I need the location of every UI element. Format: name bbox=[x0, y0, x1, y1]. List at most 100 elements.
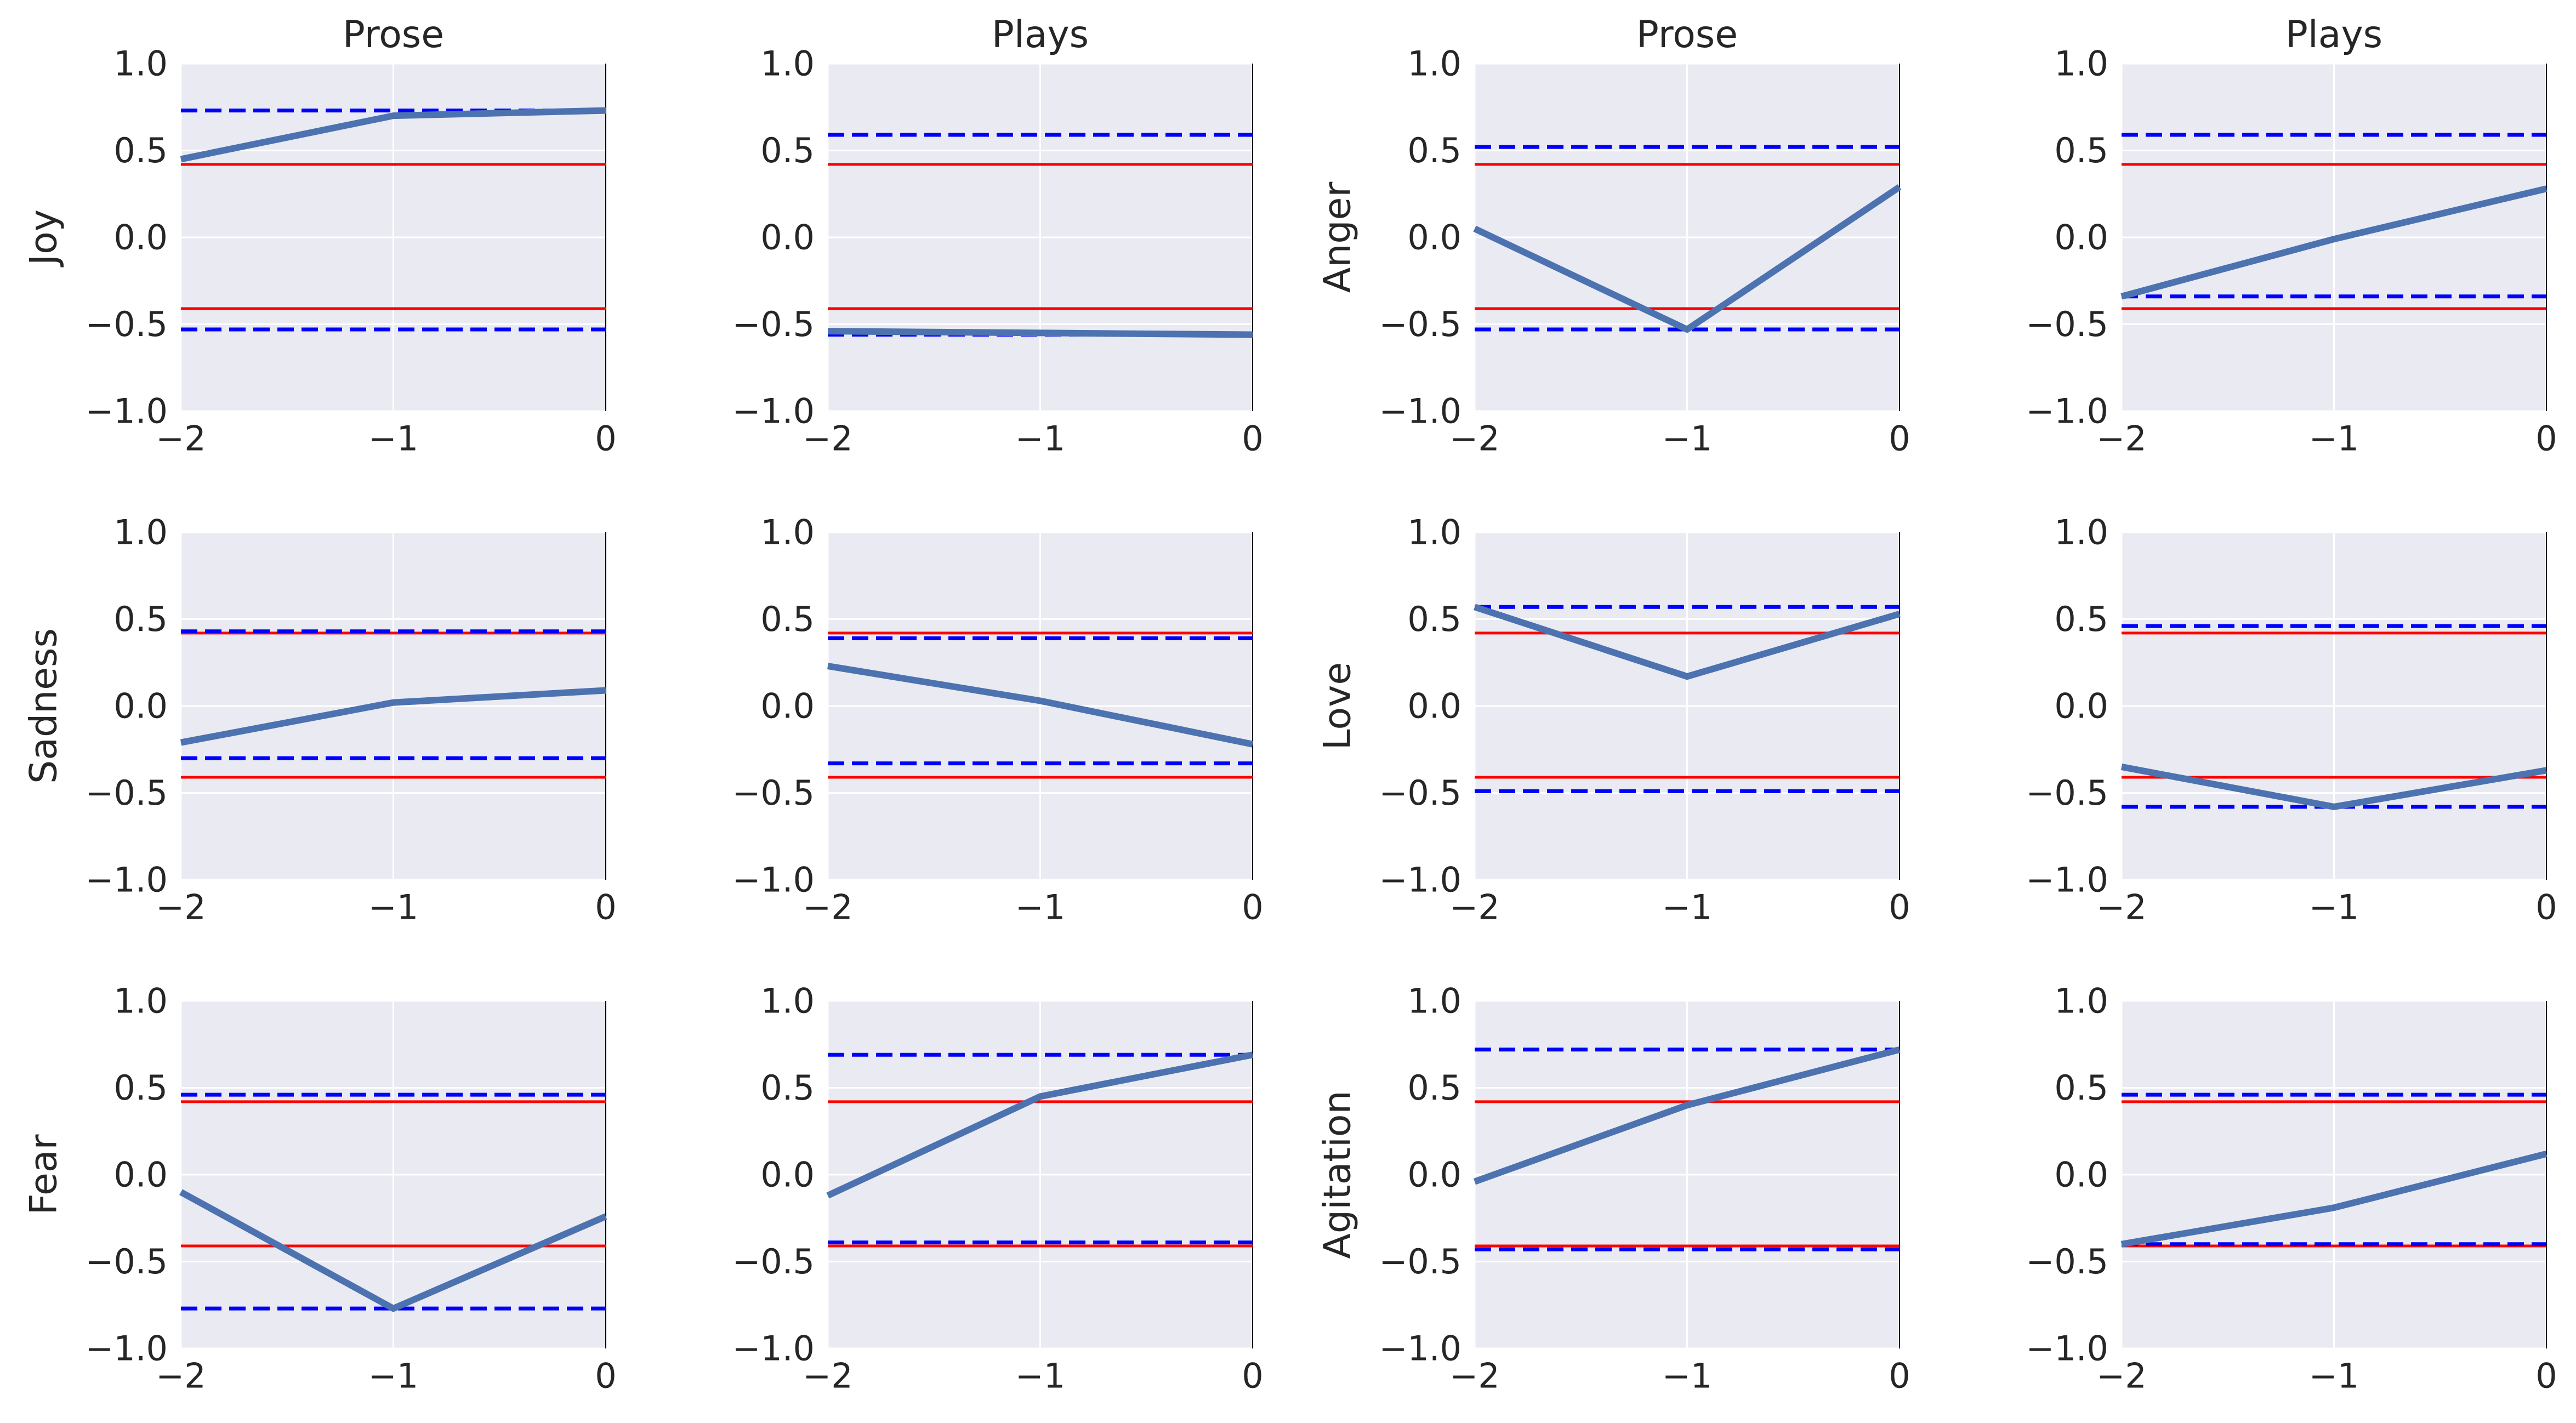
y-tick-label: −0.5 bbox=[732, 773, 815, 813]
panel-title: Prose bbox=[343, 13, 444, 56]
y-tick-label: −0.5 bbox=[732, 304, 815, 344]
y-tick-label: −1.0 bbox=[1379, 1329, 1462, 1369]
y-tick-label: −1.0 bbox=[85, 391, 168, 431]
x-tick-label: −2 bbox=[2096, 887, 2146, 927]
y-tick-label: −0.5 bbox=[2026, 304, 2108, 344]
x-tick-label: −1 bbox=[2309, 418, 2359, 458]
panel-11: −1.0 −0.5 0.0 0.5 1.0 −2 −1 0 Agitation bbox=[1316, 981, 1910, 1396]
panel-1: −1.0 −0.5 0.0 0.5 1.0 −2 −1 0 Prose Joy bbox=[22, 13, 617, 458]
y-tick-label: 1.0 bbox=[1407, 513, 1462, 553]
y-tick-label: −1.0 bbox=[732, 391, 815, 431]
x-tick-label: 0 bbox=[1242, 418, 1263, 458]
y-tick-label: −0.5 bbox=[85, 773, 168, 813]
x-tick-label: −1 bbox=[2309, 1356, 2359, 1396]
x-tick-label: −2 bbox=[2096, 1356, 2146, 1396]
panel-6: −1.0 −0.5 0.0 0.5 1.0 −2 −1 0 bbox=[732, 513, 1263, 927]
y-axis-label: Joy bbox=[22, 209, 66, 267]
y-tick-label: 0.0 bbox=[2054, 218, 2108, 258]
panel-2: −1.0 −0.5 0.0 0.5 1.0 −2 −1 0 Plays bbox=[732, 13, 1263, 458]
panel-title: Plays bbox=[992, 13, 1089, 56]
y-tick-label: 0.0 bbox=[1407, 686, 1462, 726]
y-tick-label: 0.0 bbox=[1407, 1155, 1462, 1195]
x-tick-label: 0 bbox=[595, 1356, 616, 1396]
x-tick-label: 0 bbox=[2535, 418, 2557, 458]
panel-7: −1.0 −0.5 0.0 0.5 1.0 −2 −1 0 Love bbox=[1316, 513, 1910, 927]
x-tick-label: −2 bbox=[803, 418, 852, 458]
x-tick-label: 0 bbox=[1889, 418, 1910, 458]
y-axis-label: Agitation bbox=[1316, 1090, 1360, 1259]
x-tick-label: −2 bbox=[156, 418, 206, 458]
y-tick-label: 0.0 bbox=[760, 218, 815, 258]
x-tick-label: 0 bbox=[595, 418, 616, 458]
y-tick-label: 1.0 bbox=[2054, 44, 2108, 84]
y-tick-label: −0.5 bbox=[2026, 1242, 2108, 1282]
y-tick-label: 0.0 bbox=[113, 686, 168, 726]
x-tick-label: −2 bbox=[2096, 418, 2146, 458]
y-tick-label: 0.5 bbox=[1407, 1068, 1462, 1108]
x-tick-label: −2 bbox=[156, 1356, 206, 1396]
y-tick-label: 0.0 bbox=[2054, 1155, 2108, 1195]
y-tick-label: 0.5 bbox=[760, 130, 815, 170]
y-tick-label: 0.5 bbox=[113, 599, 168, 639]
y-tick-label: 0.5 bbox=[113, 130, 168, 170]
y-tick-label: −1.0 bbox=[1379, 391, 1462, 431]
y-tick-label: −1.0 bbox=[85, 1329, 168, 1369]
x-tick-label: −1 bbox=[1015, 418, 1065, 458]
y-axis-label: Sadness bbox=[22, 628, 66, 784]
x-tick-label: 0 bbox=[2535, 1356, 2557, 1396]
y-tick-label: 0.5 bbox=[1407, 130, 1462, 170]
y-tick-label: −0.5 bbox=[1379, 304, 1462, 344]
y-tick-label: −0.5 bbox=[2026, 773, 2108, 813]
y-tick-label: 1.0 bbox=[2054, 513, 2108, 553]
x-tick-label: 0 bbox=[1889, 1356, 1910, 1396]
y-tick-label: 1.0 bbox=[760, 513, 815, 553]
y-tick-label: −1.0 bbox=[732, 1329, 815, 1369]
y-tick-label: 0.0 bbox=[113, 1155, 168, 1195]
y-tick-label: 1.0 bbox=[113, 981, 168, 1021]
y-tick-label: −1.0 bbox=[1379, 860, 1462, 900]
panel-5: −1.0 −0.5 0.0 0.5 1.0 −2 −1 0 Sadness bbox=[22, 513, 617, 927]
y-tick-label: 0.0 bbox=[2054, 686, 2108, 726]
x-tick-label: −1 bbox=[368, 1356, 418, 1396]
y-tick-label: 1.0 bbox=[1407, 44, 1462, 84]
y-tick-label: −1.0 bbox=[85, 860, 168, 900]
panel-3: −1.0 −0.5 0.0 0.5 1.0 −2 −1 0 Prose Anger bbox=[1316, 13, 1910, 458]
panel-8: −1.0 −0.5 0.0 0.5 1.0 −2 −1 0 bbox=[2026, 513, 2557, 927]
y-tick-label: −1.0 bbox=[2026, 1329, 2108, 1369]
y-tick-label: −1.0 bbox=[2026, 860, 2108, 900]
x-tick-label: −2 bbox=[803, 887, 852, 927]
panel-title: Plays bbox=[2285, 13, 2382, 56]
y-tick-label: 0.5 bbox=[113, 1068, 168, 1108]
x-tick-label: 0 bbox=[1889, 887, 1910, 927]
y-tick-label: 1.0 bbox=[760, 981, 815, 1021]
panel-4: −1.0 −0.5 0.0 0.5 1.0 −2 −1 0 Plays bbox=[2026, 13, 2557, 458]
x-tick-label: −1 bbox=[368, 887, 418, 927]
y-tick-label: 1.0 bbox=[2054, 981, 2108, 1021]
panel-12: −1.0 −0.5 0.0 0.5 1.0 −2 −1 0 bbox=[2026, 981, 2557, 1396]
y-tick-label: 0.5 bbox=[760, 1068, 815, 1108]
y-tick-label: −0.5 bbox=[1379, 773, 1462, 813]
y-tick-label: −1.0 bbox=[2026, 391, 2108, 431]
x-tick-label: −2 bbox=[1449, 418, 1499, 458]
y-tick-label: 0.0 bbox=[760, 686, 815, 726]
y-tick-label: −0.5 bbox=[732, 1242, 815, 1282]
x-tick-label: 0 bbox=[595, 887, 616, 927]
x-tick-label: −2 bbox=[156, 887, 206, 927]
y-tick-label: −1.0 bbox=[732, 860, 815, 900]
x-tick-label: −1 bbox=[2309, 887, 2359, 927]
x-tick-label: −2 bbox=[1449, 1356, 1499, 1396]
y-tick-label: −0.5 bbox=[85, 304, 168, 344]
x-tick-label: 0 bbox=[1242, 887, 1263, 927]
x-tick-label: −1 bbox=[368, 418, 418, 458]
y-tick-label: 0.0 bbox=[113, 218, 168, 258]
y-tick-label: 0.5 bbox=[760, 599, 815, 639]
y-tick-label: 0.5 bbox=[2054, 1068, 2108, 1108]
y-tick-label: −0.5 bbox=[1379, 1242, 1462, 1282]
y-tick-label: 1.0 bbox=[760, 44, 815, 84]
y-tick-label: 1.0 bbox=[113, 513, 168, 553]
x-tick-label: −2 bbox=[1449, 887, 1499, 927]
panel-10: −1.0 −0.5 0.0 0.5 1.0 −2 −1 0 bbox=[732, 981, 1263, 1396]
y-axis-label: Love bbox=[1316, 662, 1360, 750]
y-axis-label: Fear bbox=[22, 1135, 66, 1215]
y-axis-label: Anger bbox=[1316, 182, 1360, 293]
